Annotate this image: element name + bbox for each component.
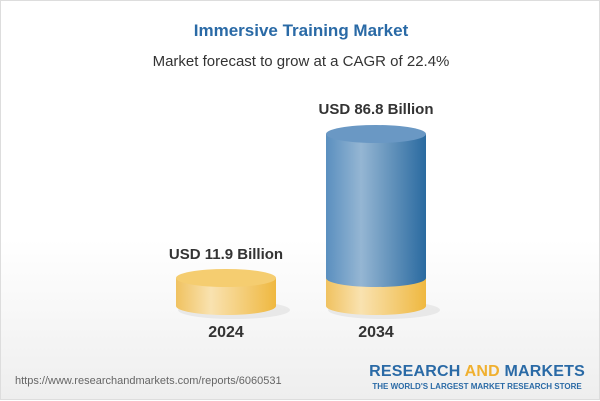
- source-url[interactable]: https://www.researchandmarkets.com/repor…: [15, 375, 282, 387]
- chart-subtitle: Market forecast to grow at a CAGR of 22.…: [152, 53, 450, 70]
- data-label-2024: USD 11.9 Billion: [169, 246, 283, 263]
- logo-text-markets: MARKETS: [499, 363, 585, 380]
- logo-text-and: AND: [464, 363, 500, 380]
- logo-text-research: RESEARCH: [369, 363, 465, 380]
- bar-2034-body: [326, 134, 426, 287]
- data-label-2034: USD 86.8 Billion: [318, 101, 433, 118]
- bar-2024-body: [176, 278, 276, 315]
- chart-title: Immersive Training Market: [193, 21, 409, 40]
- bar-2034-top: [326, 125, 426, 143]
- category-label-2034: 2034: [358, 324, 394, 341]
- bar-2024-top: [176, 269, 276, 287]
- logo-tagline: THE WORLD'S LARGEST MARKET RESEARCH STOR…: [372, 382, 582, 391]
- category-label-2024: 2024: [208, 324, 244, 341]
- research-and-markets-logo: RESEARCH AND MARKETS THE WORLD'S LARGEST…: [369, 363, 585, 391]
- bar-2034-base-body: [326, 278, 426, 315]
